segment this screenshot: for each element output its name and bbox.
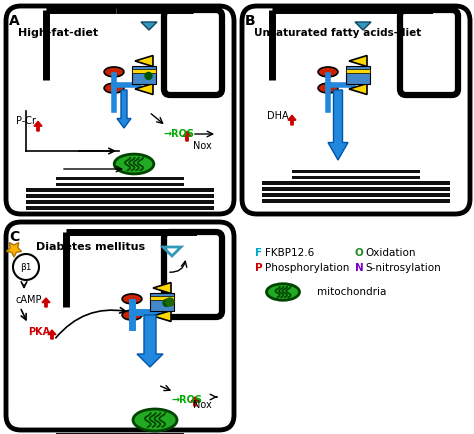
Text: β1: β1 [20, 263, 32, 272]
Text: P-Cr: P-Cr [16, 116, 36, 126]
Bar [262, 187, 450, 191]
Bar [262, 199, 450, 203]
Text: Phosphorylation: Phosphorylation [265, 263, 349, 273]
Polygon shape [141, 22, 157, 30]
FancyBboxPatch shape [6, 222, 234, 430]
Circle shape [166, 298, 174, 306]
FancyArrow shape [191, 397, 199, 406]
FancyArrow shape [183, 131, 191, 141]
Bar [56, 433, 184, 434]
Text: FKBP12.6: FKBP12.6 [265, 248, 314, 258]
Polygon shape [153, 283, 171, 293]
Text: Nox: Nox [193, 400, 212, 410]
Polygon shape [153, 310, 171, 322]
Text: Nox: Nox [193, 141, 212, 151]
Text: →ROS: →ROS [172, 395, 203, 405]
Bar [292, 170, 420, 172]
Ellipse shape [318, 83, 338, 93]
Text: Diabetes mellitus: Diabetes mellitus [36, 242, 145, 252]
FancyArrow shape [42, 298, 50, 307]
Circle shape [13, 254, 39, 280]
Circle shape [163, 299, 170, 306]
FancyBboxPatch shape [164, 232, 222, 317]
FancyBboxPatch shape [164, 10, 222, 95]
Polygon shape [349, 56, 367, 66]
Text: A: A [9, 14, 20, 28]
Text: P: P [255, 263, 263, 273]
Text: PKA: PKA [28, 327, 50, 337]
Ellipse shape [104, 67, 124, 77]
Text: mitochondria: mitochondria [317, 287, 386, 297]
Text: N: N [355, 263, 364, 273]
Text: B: B [245, 14, 255, 28]
Bar [132, 69, 155, 73]
FancyBboxPatch shape [400, 10, 458, 95]
FancyArrow shape [34, 121, 42, 131]
Ellipse shape [318, 67, 338, 77]
Bar [56, 183, 184, 185]
Text: F: F [255, 248, 262, 258]
Text: High-fat-diet: High-fat-diet [18, 28, 98, 38]
Ellipse shape [104, 83, 124, 93]
Bar [262, 181, 450, 184]
Polygon shape [349, 83, 367, 95]
Polygon shape [135, 83, 153, 95]
Bar [150, 296, 173, 300]
Bar [292, 175, 420, 178]
Text: DHA: DHA [267, 111, 289, 121]
Text: C: C [9, 230, 19, 244]
Polygon shape [135, 56, 153, 66]
Bar [262, 193, 450, 197]
Polygon shape [355, 22, 371, 30]
Text: Oxidation: Oxidation [365, 248, 416, 258]
FancyArrow shape [48, 330, 56, 339]
Ellipse shape [266, 284, 300, 300]
Ellipse shape [114, 154, 154, 174]
FancyArrow shape [137, 315, 163, 367]
Text: O: O [355, 248, 364, 258]
Text: Unsaturated fatty acids-diet: Unsaturated fatty acids-diet [254, 28, 421, 38]
Bar [26, 206, 214, 210]
Ellipse shape [122, 310, 142, 320]
FancyArrow shape [288, 115, 296, 125]
Bar [346, 66, 370, 84]
Bar [26, 194, 214, 197]
Bar [346, 69, 370, 73]
Bar [56, 177, 184, 180]
Circle shape [145, 72, 152, 79]
FancyBboxPatch shape [6, 6, 234, 214]
Text: →ROS: →ROS [164, 129, 195, 139]
Text: S-nitrosylation: S-nitrosylation [365, 263, 441, 273]
FancyBboxPatch shape [242, 6, 470, 214]
Bar [150, 293, 173, 311]
Ellipse shape [122, 294, 142, 304]
Bar [26, 188, 214, 191]
FancyArrow shape [328, 90, 348, 160]
Polygon shape [6, 243, 22, 257]
Text: cAMP: cAMP [16, 295, 43, 305]
Bar [26, 200, 214, 204]
Bar [132, 66, 155, 84]
FancyArrow shape [117, 90, 131, 128]
Ellipse shape [133, 409, 177, 431]
